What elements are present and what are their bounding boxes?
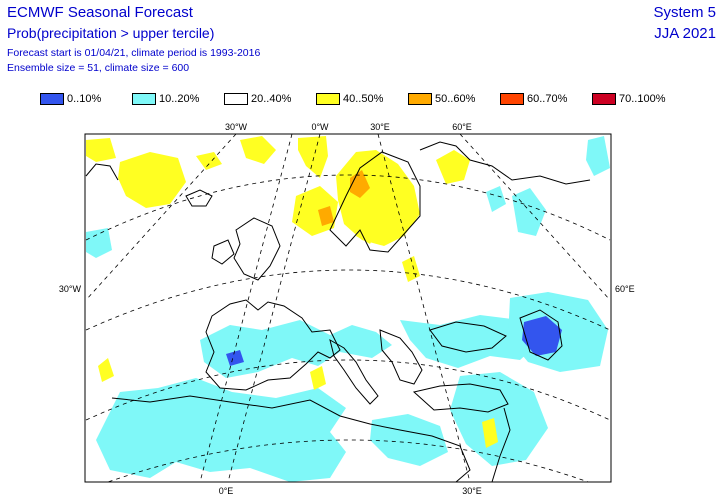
- left-label-30w: 30°W: [59, 284, 82, 294]
- coastline-uk: [233, 217, 281, 281]
- yellow-region-north-atlantic: [86, 138, 116, 162]
- map-content: [85, 134, 611, 482]
- probability-legend: 0..10% 10..20% 20..40% 40..50% 50..60% 6…: [0, 93, 724, 113]
- orange-region-north-sea: [318, 206, 334, 226]
- cyan-region-norway-sea: [486, 186, 506, 212]
- legend-item-0-10: 0..10%: [40, 93, 101, 105]
- top-label-60e: 60°E: [452, 122, 472, 132]
- meridian-zero: [227, 134, 321, 482]
- right-label-60e: 60°E: [615, 284, 635, 294]
- legend-label: 60..70%: [527, 93, 568, 105]
- top-label-0w: 0°W: [311, 122, 329, 132]
- cyan-region-north-africa: [96, 378, 346, 482]
- legend-label: 40..50%: [343, 93, 384, 105]
- coastline-anatolia: [412, 383, 509, 413]
- ensemble-info: Ensemble size = 51, climate size = 600: [7, 62, 190, 74]
- legend-item-20-40: 20..40%: [224, 93, 291, 105]
- blue-region-caspian: [522, 316, 562, 356]
- legend-item-60-70: 60..70%: [500, 93, 567, 105]
- coastline-ireland: [211, 239, 235, 265]
- cyan-region-iberia: [200, 320, 392, 378]
- coastline-north-africa: [111, 395, 471, 482]
- legend-swatch: [40, 93, 64, 105]
- legend-item-70-100: 70..100%: [592, 93, 665, 105]
- forecast-subtitle: Prob(precipitation > upper tercile): [7, 25, 215, 41]
- coastline-iberia-france: [205, 299, 341, 391]
- coastlines: [85, 141, 591, 482]
- coastline-italy: [329, 338, 379, 405]
- yellow-region-iceland-sea: [196, 152, 222, 170]
- yellow-region-mid-atlantic: [98, 358, 114, 382]
- graticule: [85, 134, 611, 482]
- meridian-east-far: [459, 134, 611, 301]
- yellow-region-norwegian-sea: [240, 136, 276, 164]
- legend-swatch: [408, 93, 432, 105]
- bottom-label-0e: 0°E: [219, 486, 234, 496]
- coastline-greenland: [85, 163, 119, 181]
- coastline-caspian: [519, 309, 563, 361]
- meridian-west-far: [85, 134, 237, 301]
- legend-swatch: [500, 93, 524, 105]
- legend-label: 20..40%: [251, 93, 292, 105]
- very-low-probability-regions: [226, 316, 562, 366]
- legend-item-40-50: 40..50%: [316, 93, 383, 105]
- forecast-start-info: Forecast start is 01/04/21, climate peri…: [7, 47, 261, 59]
- legend-label: 0..10%: [67, 93, 102, 105]
- yellow-region-med-islands: [310, 366, 326, 390]
- yellow-region-red-sea: [482, 418, 498, 448]
- bottom-label-30e: 30°E: [462, 486, 482, 496]
- coastline-scandinavia: [329, 151, 421, 253]
- legend-swatch: [316, 93, 340, 105]
- coastline-balkans: [379, 329, 423, 385]
- legend-label: 10..20%: [159, 93, 200, 105]
- coastline-black-sea: [429, 321, 507, 353]
- forecast-title: ECMWF Seasonal Forecast: [7, 4, 193, 21]
- yellow-region-uk-north: [298, 136, 328, 178]
- yellow-region-scandinavia: [336, 150, 420, 246]
- meridian-west: [199, 134, 293, 482]
- cyan-region-russia: [512, 188, 546, 236]
- cyan-region-atlantic-west: [86, 228, 112, 258]
- system-label: System 5: [653, 4, 716, 21]
- yellow-region-greenland: [118, 152, 186, 208]
- cyan-region-middle-east: [450, 372, 548, 466]
- legend-swatch: [592, 93, 616, 105]
- legend-label: 70..100%: [619, 93, 666, 105]
- blue-region-iberia: [226, 350, 244, 366]
- legend-label: 50..60%: [435, 93, 476, 105]
- parallel-arc-north: [85, 174, 611, 241]
- cyan-region-north-east: [586, 136, 610, 176]
- map-frame: [84, 133, 612, 483]
- legend-item-10-20: 10..20%: [132, 93, 199, 105]
- axis-labels: 30°W 0°W 30°E 60°E 30°W 60°E 0°E 30°E: [59, 122, 635, 496]
- coastline-levant: [491, 407, 511, 482]
- legend-item-50-60: 50..60%: [408, 93, 475, 105]
- coastline-iceland: [185, 189, 213, 207]
- top-label-30e: 30°E: [370, 122, 390, 132]
- cyan-region-egypt: [370, 414, 448, 466]
- top-label-30w: 30°W: [225, 122, 248, 132]
- legend-swatch: [224, 93, 248, 105]
- legend-swatch: [132, 93, 156, 105]
- meridian-east: [377, 134, 471, 482]
- yellow-region-barents: [436, 150, 470, 184]
- coastline-russia-north: [419, 141, 591, 185]
- season-label: JJA 2021: [654, 25, 716, 42]
